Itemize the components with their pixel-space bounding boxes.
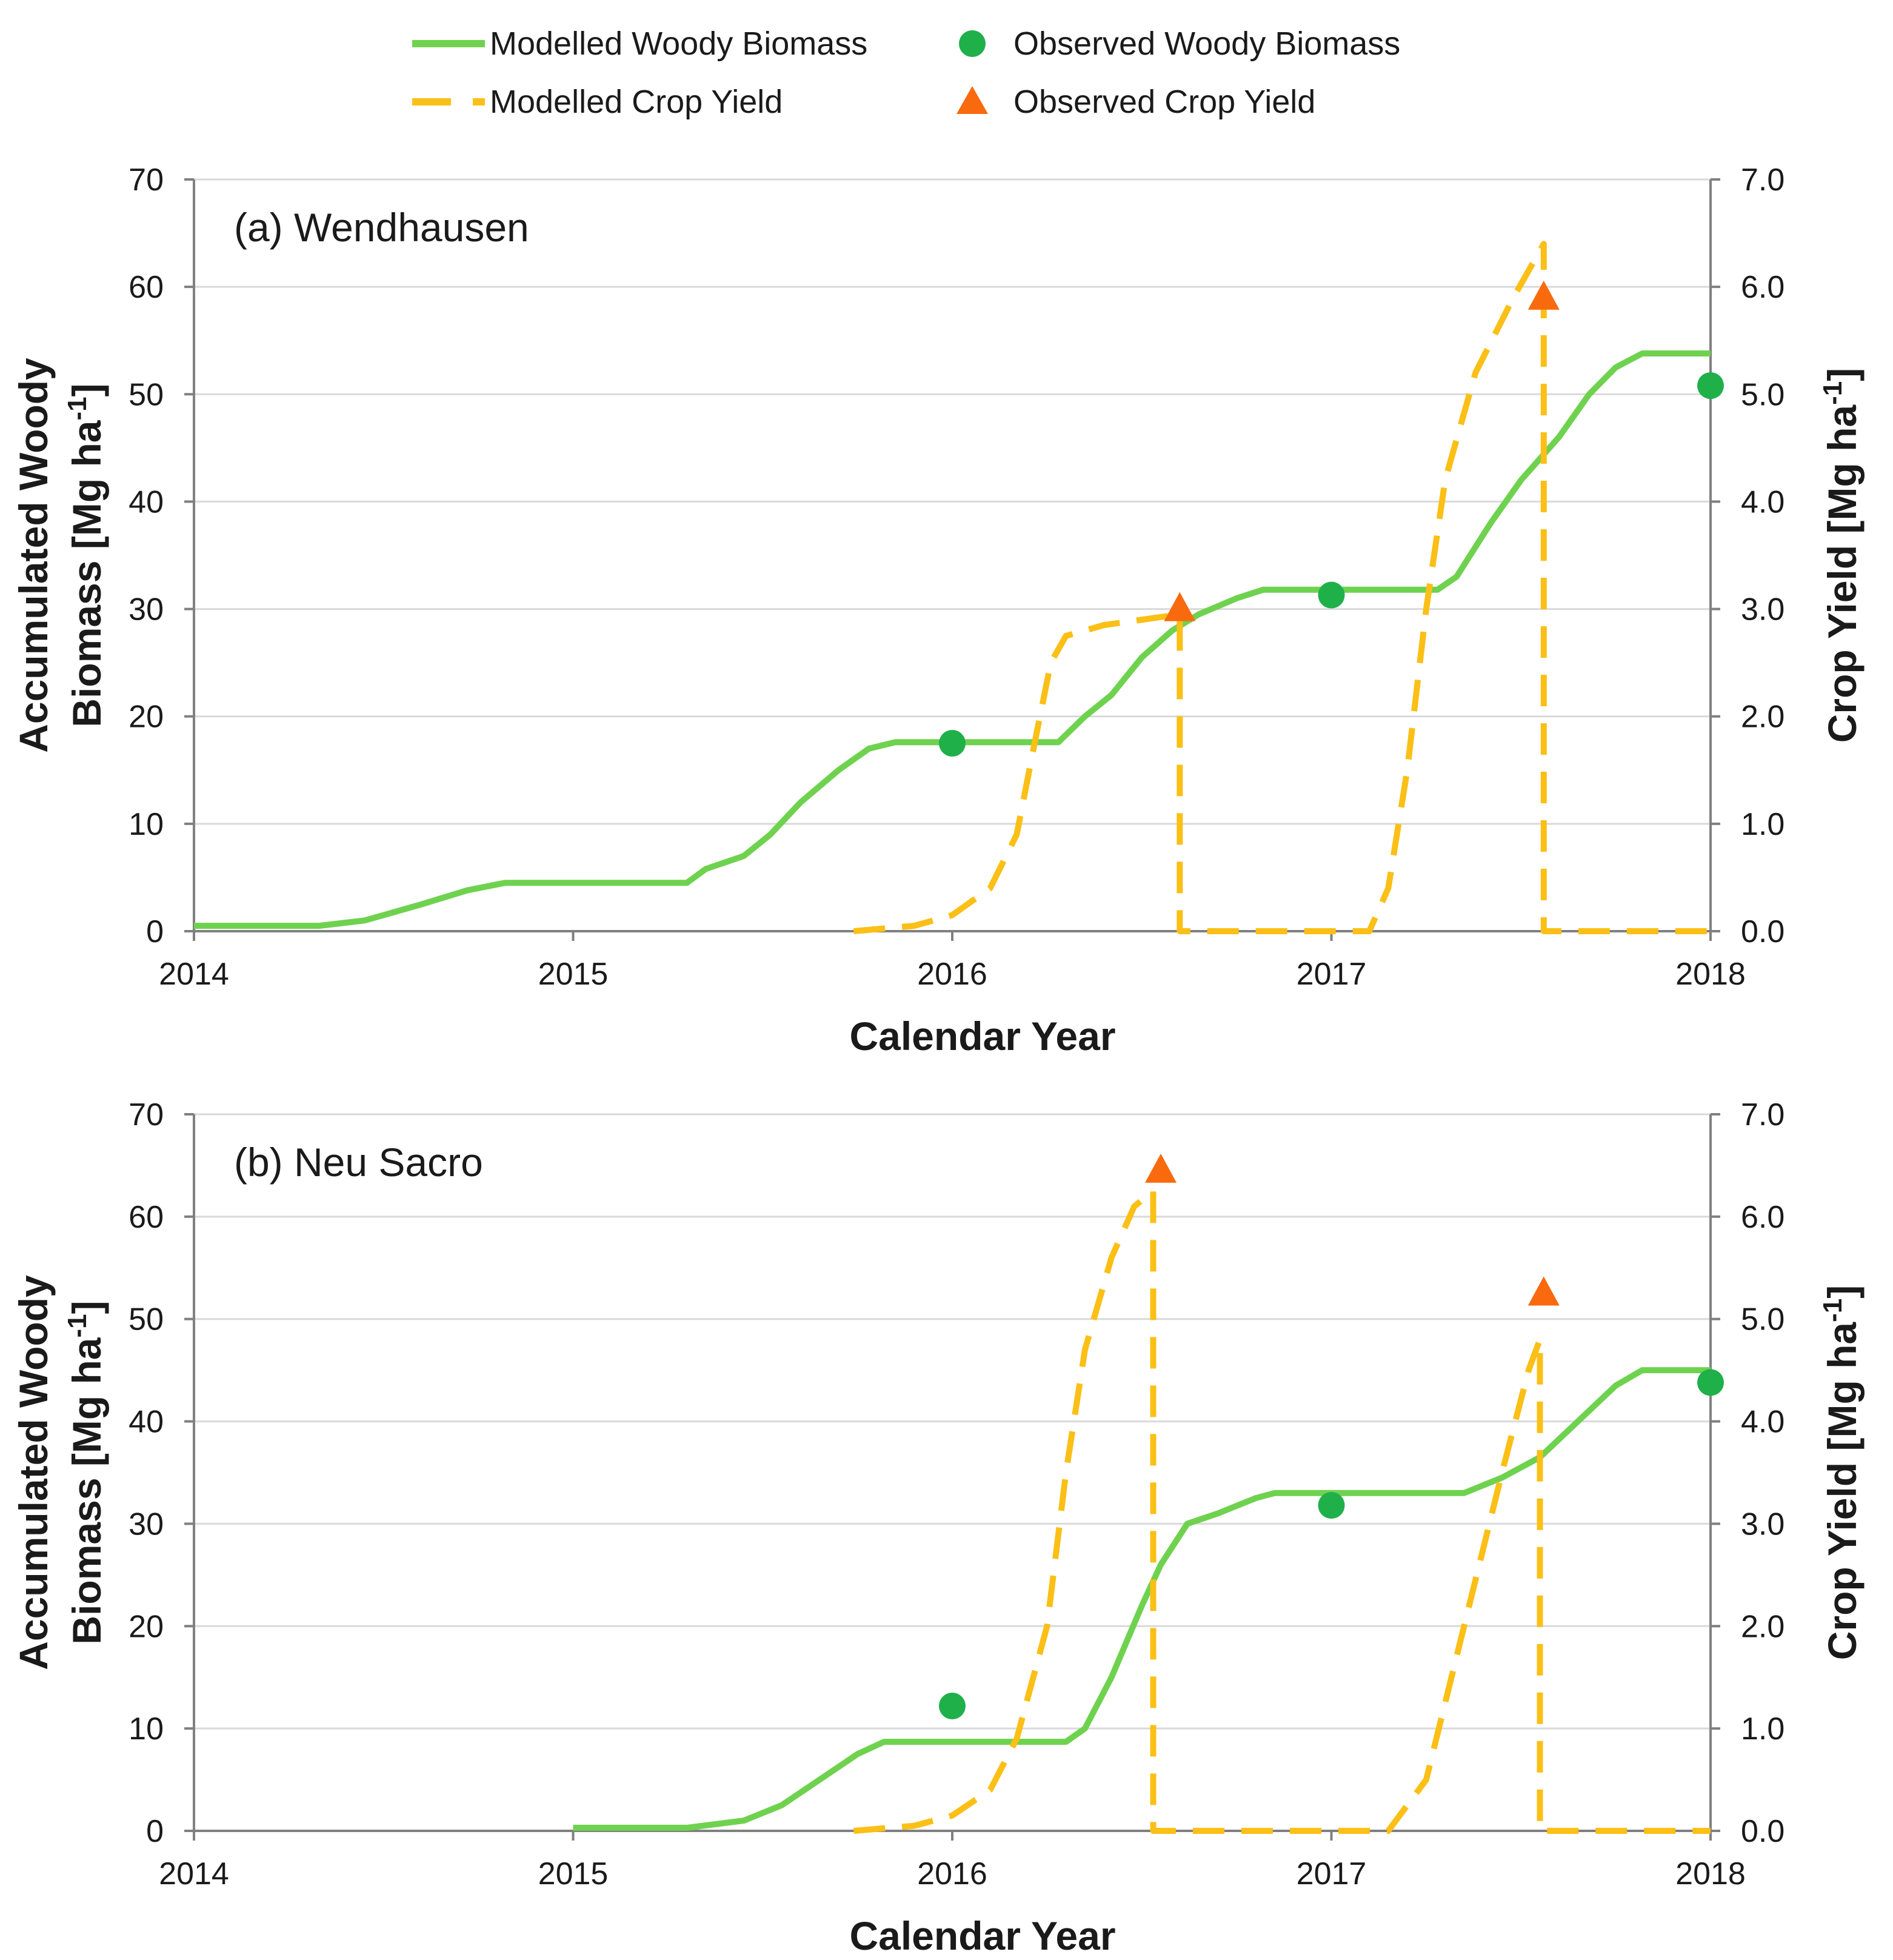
x-tick-label: 2016 — [917, 1856, 987, 1891]
y-right-tick-label: 7.0 — [1741, 162, 1784, 198]
y-left-tick-label: 40 — [129, 1405, 164, 1440]
y-left-tick-label: 0 — [146, 1814, 164, 1849]
y-right-tick-label: 4.0 — [1741, 484, 1784, 520]
y-left-tick-label: 40 — [129, 484, 164, 520]
point-observed-crop-yield — [1527, 280, 1560, 310]
x-tick-label: 2017 — [1297, 957, 1367, 992]
y-left-unit-superscript: -1 — [62, 1314, 92, 1337]
y-left-tick-label: 0 — [146, 914, 164, 949]
y-right-tick-label: 5.0 — [1741, 377, 1784, 412]
y-left-tick-label: 10 — [129, 807, 164, 842]
y-left-unit-close: ] — [64, 383, 109, 396]
y-right-tick-label: 1.0 — [1741, 1711, 1784, 1747]
x-tick-label: 2015 — [538, 957, 609, 992]
y-left-tick-label: 10 — [129, 1711, 164, 1747]
x-axis-title: Calendar Year — [849, 1014, 1115, 1059]
x-tick-label: 2018 — [1675, 1856, 1746, 1891]
y-left-axis-title-line1: Accumulated Woody — [11, 1275, 56, 1670]
y-right-tick-label: 4.0 — [1741, 1405, 1784, 1440]
legend: Modelled Woody Biomass Observed Woody Bi… — [412, 25, 1400, 120]
y-left-tick-label: 50 — [129, 377, 164, 412]
y-left-tick-label: 20 — [129, 700, 164, 735]
x-tick-label: 2018 — [1675, 957, 1746, 992]
y-right-unit-superscript: -1 — [1818, 381, 1848, 405]
point-observed-woody-biomass — [1318, 1492, 1345, 1519]
y-left-axis-title-line2: Biomass [Mg ha-1] — [62, 1300, 110, 1644]
y-right-tick-label: 7.0 — [1741, 1097, 1784, 1132]
y-left-tick-label: 70 — [129, 1097, 164, 1132]
point-observed-crop-yield — [1164, 592, 1196, 621]
series-line-modelled-woody-biomass — [194, 350, 1711, 929]
series-line-modelled-woody-biomass — [573, 1367, 1711, 1831]
y-left-tick-label: 30 — [129, 592, 164, 627]
y-right-axis-title: Crop Yield [Mg ha-1] — [1818, 368, 1865, 743]
y-right-tick-label: 1.0 — [1741, 807, 1784, 842]
point-observed-woody-biomass — [939, 730, 966, 757]
y-right-unit-text: Crop Yield [Mg ha — [1820, 404, 1865, 743]
y-left-unit-close: ] — [64, 1300, 109, 1314]
y-left-tick-label: 60 — [129, 1200, 164, 1235]
y-left-unit-text: Biomass [Mg ha — [64, 1337, 109, 1644]
legend-modelled-woody-label: Modelled Woody Biomass — [490, 25, 867, 62]
y-left-axis-title-line2: Biomass [Mg ha-1] — [62, 383, 110, 727]
y-left-tick-label: 60 — [129, 270, 164, 305]
y-right-tick-label: 0.0 — [1741, 1814, 1784, 1849]
y-right-axis-title: Crop Yield [Mg ha-1] — [1818, 1285, 1865, 1660]
panel-a: 0 10 20 30 40 50 60 70 0.0 1.0 2.0 3.0 4.0 5.0 6.0 7.0 2… — [11, 162, 1865, 1059]
x-tick-label: 2014 — [159, 957, 229, 992]
x-tick-label: 2014 — [159, 1856, 229, 1891]
y-right-tick-label: 3.0 — [1741, 592, 1784, 627]
y-right-tick-label: 5.0 — [1741, 1302, 1784, 1337]
y-right-unit-text: Crop Yield [Mg ha — [1820, 1322, 1865, 1661]
y-left-tick-label: 50 — [129, 1302, 164, 1337]
y-right-unit-close: ] — [1820, 368, 1865, 381]
point-observed-woody-biomass — [939, 1692, 966, 1719]
y-right-tick-label: 6.0 — [1741, 1200, 1784, 1235]
y-right-unit-superscript: -1 — [1818, 1299, 1848, 1322]
panel-title: (b) Neu Sacro — [234, 1140, 483, 1185]
panel-b: 0 10 20 30 40 50 60 70 0.0 1.0 2.0 3.0 4.0 5.0 6.0 7.0 2… — [11, 1097, 1865, 1958]
point-observed-crop-yield — [1145, 1153, 1177, 1183]
y-left-axis-title-line1: Accumulated Woody — [11, 358, 56, 753]
x-tick-label: 2017 — [1297, 1856, 1367, 1891]
panel-title: (a) Wendhausen — [234, 205, 529, 250]
y-left-tick-label: 20 — [129, 1609, 164, 1644]
y-left-unit-superscript: -1 — [62, 396, 92, 420]
legend-observed-woody-marker — [959, 30, 986, 57]
legend-observed-crop-marker — [957, 86, 988, 114]
series-line-modelled-crop-yield — [853, 241, 1711, 934]
y-right-unit-close: ] — [1820, 1285, 1865, 1299]
series-line-modelled-crop-yield — [853, 1188, 1711, 1834]
y-left-tick-label: 30 — [129, 1507, 164, 1542]
legend-modelled-crop-label: Modelled Crop Yield — [490, 84, 783, 120]
point-observed-woody-biomass — [1697, 1369, 1724, 1396]
x-tick-label: 2015 — [538, 1856, 609, 1891]
y-left-unit-text: Biomass [Mg ha — [64, 420, 109, 727]
x-axis-title: Calendar Year — [849, 1913, 1115, 1958]
y-right-tick-label: 2.0 — [1741, 1609, 1784, 1644]
y-left-tick-label: 70 — [129, 162, 164, 198]
legend-observed-woody-label: Observed Woody Biomass — [1013, 25, 1400, 62]
y-right-tick-label: 3.0 — [1741, 1507, 1784, 1542]
legend-observed-crop-label: Observed Crop Yield — [1013, 84, 1315, 120]
point-observed-woody-biomass — [1697, 372, 1724, 400]
point-observed-crop-yield — [1527, 1276, 1560, 1306]
point-observed-woody-biomass — [1318, 581, 1345, 609]
y-right-tick-label: 2.0 — [1741, 700, 1784, 735]
y-right-tick-label: 6.0 — [1741, 270, 1784, 305]
y-right-tick-label: 0.0 — [1741, 914, 1784, 949]
x-tick-label: 2016 — [917, 957, 987, 992]
